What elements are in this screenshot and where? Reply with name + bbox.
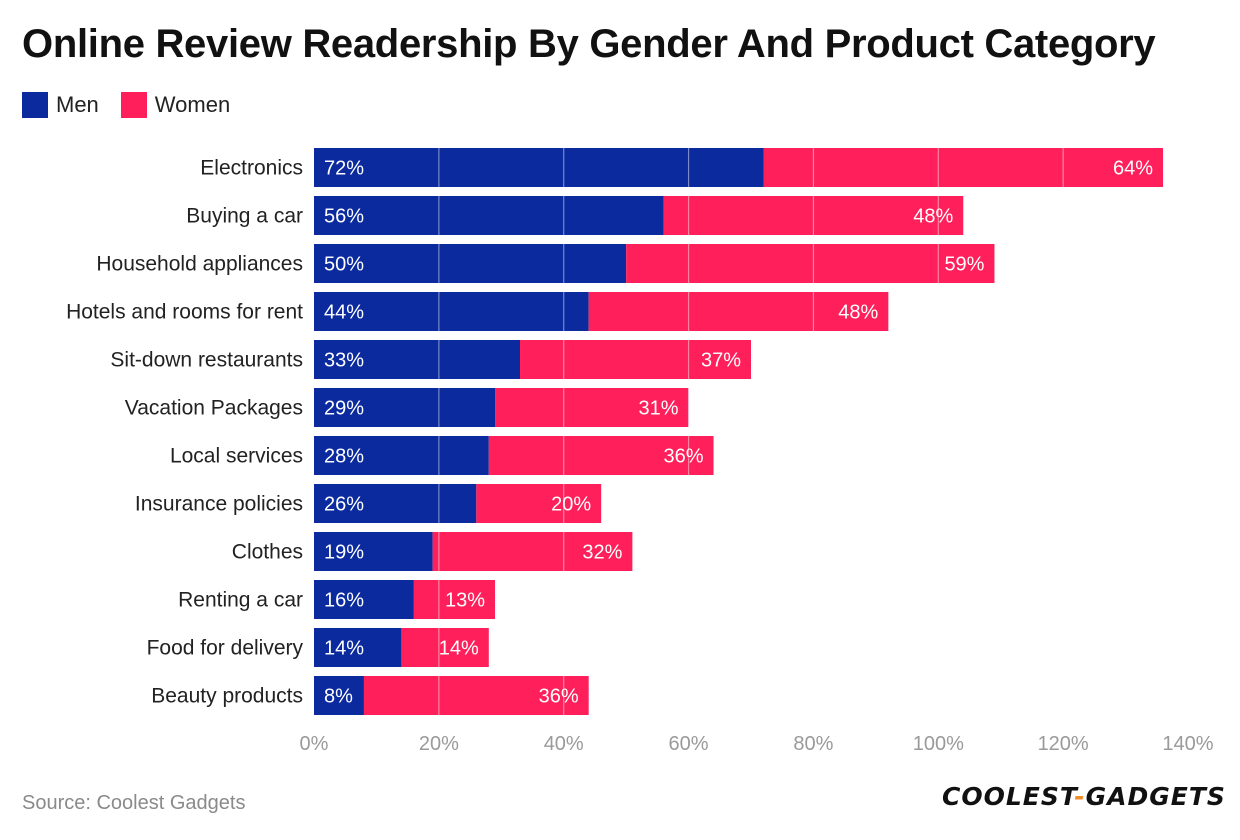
bars-group xyxy=(314,148,1164,715)
bar-men xyxy=(314,292,589,331)
bar-women xyxy=(663,196,964,235)
data-label-women: 31% xyxy=(639,398,679,420)
data-label-men: 19% xyxy=(324,542,364,564)
bar-men xyxy=(314,340,521,379)
legend-label-men: Men xyxy=(56,92,99,117)
bar-women xyxy=(588,292,889,331)
bar-men xyxy=(314,436,489,475)
category-label: Food for delivery xyxy=(147,637,304,660)
brand-right: GADGETS xyxy=(1085,782,1226,811)
x-tick-label: 60% xyxy=(669,733,709,755)
x-tick-label: 120% xyxy=(1038,733,1089,755)
data-label-men: 28% xyxy=(324,446,364,468)
category-label: Hotels and rooms for rent xyxy=(66,301,303,324)
bar-men xyxy=(314,676,364,715)
data-label-women: 32% xyxy=(582,542,622,564)
data-label-women: 36% xyxy=(664,446,704,468)
x-tick-label: 40% xyxy=(544,733,584,755)
bar-women xyxy=(626,244,995,283)
bar-men xyxy=(314,484,477,523)
data-label-women: 64% xyxy=(1113,158,1153,180)
data-label-women: 14% xyxy=(439,638,479,660)
legend-swatch-women xyxy=(120,92,147,118)
data-label-men: 8% xyxy=(324,686,353,708)
chart-title: Online Review Readership By Gender And P… xyxy=(22,22,1156,66)
x-tick-label: 80% xyxy=(793,733,833,755)
bar-men xyxy=(314,196,664,235)
category-label: Household appliances xyxy=(96,253,303,276)
bar-women xyxy=(413,580,496,619)
category-label: Local services xyxy=(170,445,303,468)
legend-item-women: Women xyxy=(120,92,231,118)
data-label-men: 29% xyxy=(324,398,364,420)
data-label-women: 48% xyxy=(913,206,953,228)
data-label-women: 13% xyxy=(445,590,485,612)
category-label: Insurance policies xyxy=(135,493,303,516)
data-label-women: 37% xyxy=(701,350,741,372)
x-tick-label: 20% xyxy=(419,733,459,755)
bar-men xyxy=(314,532,433,571)
data-label-men: 14% xyxy=(324,638,364,660)
bar-women xyxy=(363,676,589,715)
legend-swatch-men xyxy=(22,92,48,118)
category-label: Electronics xyxy=(200,157,303,180)
data-label-women: 20% xyxy=(551,494,591,516)
data-label-men: 33% xyxy=(324,350,364,372)
brand-logo: COOLEST-GADGETS xyxy=(942,782,1226,811)
x-tick-label: 0% xyxy=(300,733,329,755)
bar-women xyxy=(520,340,751,379)
category-label: Clothes xyxy=(232,541,303,564)
bar-women xyxy=(432,532,633,571)
category-label: Sit-down restaurants xyxy=(110,349,303,372)
brand-left: COOLEST xyxy=(942,782,1075,811)
legend-label-women: Women xyxy=(154,92,231,117)
bar-women xyxy=(476,484,602,523)
data-label-men: 56% xyxy=(324,206,364,228)
data-label-women: 48% xyxy=(838,302,878,324)
x-tick-label: 100% xyxy=(913,733,964,755)
bar-men xyxy=(314,244,627,283)
category-label: Vacation Packages xyxy=(125,397,303,420)
bar-men xyxy=(314,148,764,187)
bar-chart: Electronics 72% 64% Buying a car 56% 48% House… xyxy=(66,142,1214,755)
data-label-men: 72% xyxy=(324,158,364,180)
bar-women xyxy=(763,148,1164,187)
category-label: Buying a car xyxy=(186,205,303,228)
category-label: Beauty products xyxy=(151,685,303,708)
data-label-women: 59% xyxy=(944,254,984,276)
data-label-women: 36% xyxy=(539,686,579,708)
x-tick-label: 140% xyxy=(1162,733,1213,755)
bar-women xyxy=(488,436,714,475)
source-note: Source: Coolest Gadgets xyxy=(22,792,246,814)
bar-women xyxy=(401,628,489,667)
category-label: Renting a car xyxy=(178,589,303,612)
gridlines xyxy=(438,142,1189,721)
bar-men xyxy=(314,388,496,427)
bar-men xyxy=(314,628,402,667)
legend: Men Women xyxy=(22,92,252,118)
data-label-men: 44% xyxy=(324,302,364,324)
data-label-men: 16% xyxy=(324,590,364,612)
data-label-men: 26% xyxy=(324,494,364,516)
bar-women xyxy=(495,388,689,427)
bar-men xyxy=(314,580,414,619)
legend-item-men: Men xyxy=(22,92,99,118)
data-label-men: 50% xyxy=(324,254,364,276)
brand-dash: - xyxy=(1074,782,1086,811)
